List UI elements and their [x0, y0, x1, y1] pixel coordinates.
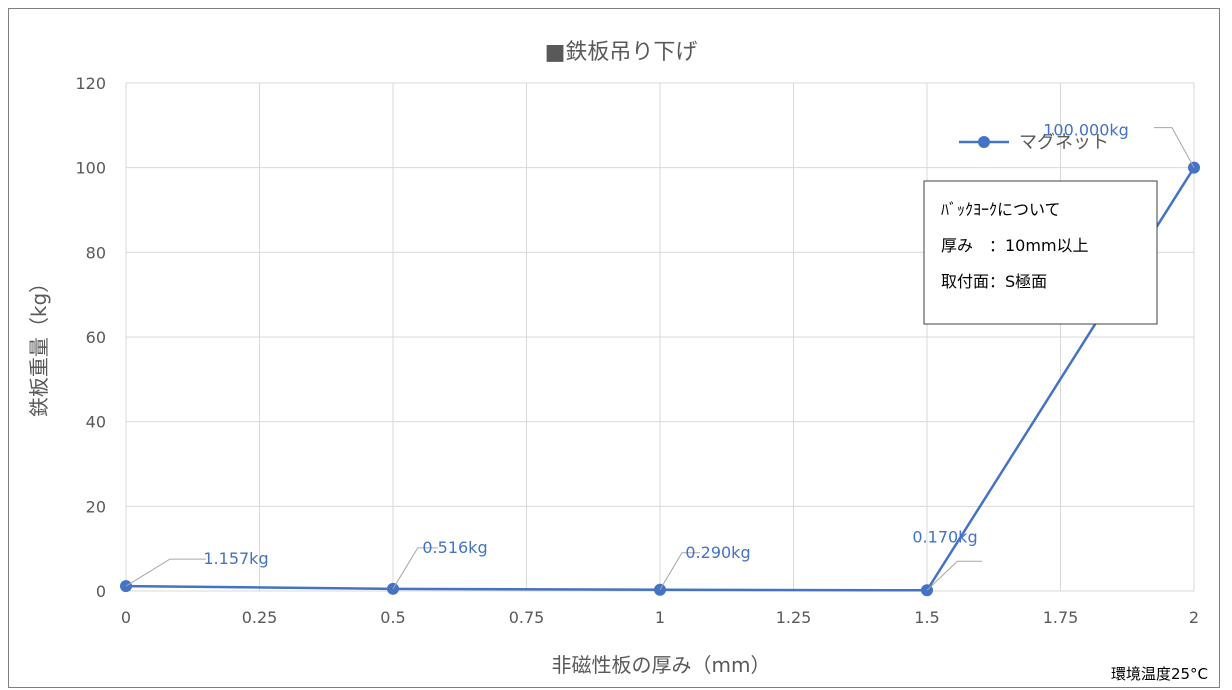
y-tick-label: 40 — [86, 413, 106, 432]
x-tick-label: 1.5 — [914, 608, 939, 627]
y-tick-label: 20 — [86, 497, 106, 516]
x-tick-label: 0.5 — [380, 608, 405, 627]
x-tick-label: 1 — [655, 608, 665, 627]
x-tick-label: 0 — [121, 608, 131, 627]
footnote: 環境温度25°C — [1111, 665, 1208, 683]
leader-line — [659, 552, 700, 591]
x-axis-title: 非磁性板の厚み（mm） — [552, 653, 771, 677]
scatter-chart: 0 0.25 0.5 0.75 1 1.25 1.5 1.75 2020406080100120… — [27, 40, 1208, 683]
chart-title: ■鉄板吊り下げ — [545, 40, 698, 65]
leader-line — [926, 560, 982, 591]
data-label: 100.000kg — [1043, 121, 1129, 140]
leader-line — [392, 547, 438, 590]
y-tick-label: 60 — [86, 328, 106, 347]
legend: マグネット — [959, 132, 1109, 153]
leader-line — [1154, 127, 1195, 168]
annotation-line-3: 取付面：S極面 — [941, 272, 1047, 291]
data-label: 0.170kg — [912, 527, 977, 546]
annotation-border — [923, 180, 1158, 325]
annotation-line-2: 厚み ：10mm以上 — [941, 236, 1089, 255]
x-tick-label: 1.75 — [1043, 608, 1079, 627]
x-tick-label: 0.75 — [509, 608, 545, 627]
y-tick-label: 120 — [75, 74, 106, 93]
data-label: 1.157kg — [203, 549, 268, 568]
x-tick-label: 0.25 — [242, 608, 278, 627]
data-labels: 1.157kg 0.516kg 0.290kg 0.170kg 100.000kg — [125, 121, 1195, 591]
y-tick-label: 80 — [86, 243, 106, 262]
y-axis-title: 鉄板重量（kg） — [27, 273, 51, 417]
leader-line — [125, 558, 206, 587]
legend-entry: マグネット — [1019, 132, 1109, 153]
data-label: 0.290kg — [685, 543, 750, 562]
annotation-line-1: ﾊﾞｯｸﾖｰｸについて — [941, 200, 1061, 219]
chart-frame: 0 0.25 0.5 0.75 1 1.25 1.5 1.75 2 0 20 40 60 80 100 120… — [8, 8, 1220, 688]
y-tick-label: 100 — [75, 159, 106, 178]
x-tick-label: 1.25 — [776, 608, 812, 627]
legend-point-marker — [978, 136, 990, 148]
x-tick-label: 2 — [1189, 608, 1199, 627]
y-tick-label: 0 — [96, 582, 106, 601]
grid-lines — [125, 82, 1195, 592]
data-label: 0.516kg — [422, 538, 487, 557]
annotation-box: ﾊﾞｯｸﾖｰｸについて 厚み ：10mm以上 取付面：S極面 — [923, 180, 1158, 325]
